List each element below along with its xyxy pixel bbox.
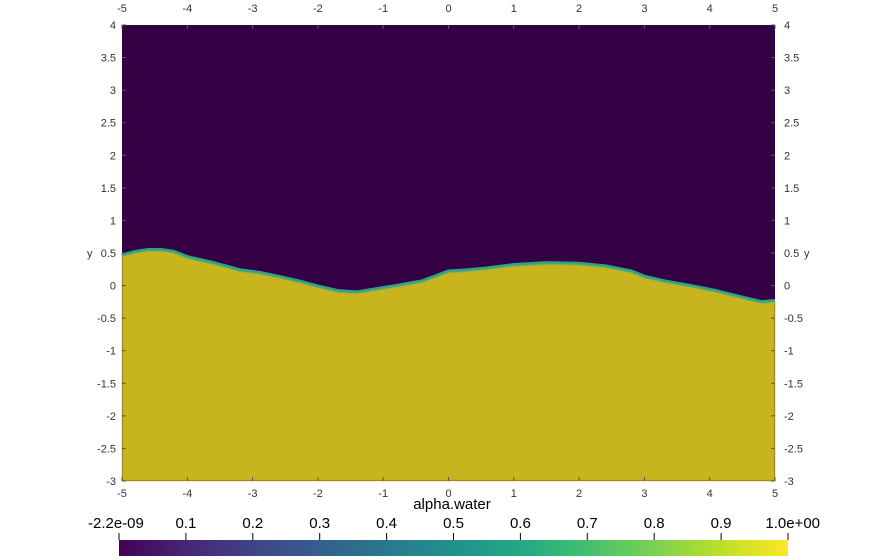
x-tick-label-bottom: -1 [378, 488, 388, 500]
y-tick-label-right: 3 [784, 85, 790, 97]
colorbar-label: 0.2 [242, 515, 263, 532]
x-tick-label-top: -4 [182, 3, 192, 15]
y-tick-label-left: -2.5 [97, 443, 116, 455]
y-tick-label-left: 2 [110, 150, 116, 162]
y-tick-label-right: 2 [784, 150, 790, 162]
colorbar-title: alpha.water [413, 496, 491, 513]
colorbar-labels: -2.2e-09 0.1 0.2 0.3 0.4 0.5 0.6 0.7 0.8 0.9 1.0e+… [88, 515, 820, 532]
x-tick-label-top: 4 [707, 3, 713, 15]
x-tick-label-bottom: -4 [182, 488, 192, 500]
y-tick-label-right: 1 [784, 215, 790, 227]
x-tick-label-top: -2 [313, 3, 323, 15]
field-layer [121, 25, 776, 481]
colorbar-label: 0.6 [510, 515, 531, 532]
x-tick-label-top: 2 [576, 3, 582, 15]
y-tick-label-right: 2.5 [784, 118, 799, 130]
y-tick-label-left: 0.5 [101, 248, 116, 260]
colorbar-gradient [119, 540, 788, 556]
water-region [122, 251, 775, 481]
y-tick-label-right: -2 [784, 411, 794, 423]
y-tick-label-right: 0 [784, 281, 790, 293]
y-tick-label-right: 0.5 [784, 248, 799, 260]
y-tick-label-right: 4 [784, 20, 790, 32]
y-tick-label-left: 2.5 [101, 118, 116, 130]
x-tick-label-bottom: -5 [117, 488, 127, 500]
y-tick-label-right: -0.5 [784, 313, 803, 325]
x-tick-label-top: -5 [117, 3, 127, 15]
x-tick-label-bottom: 0 [445, 488, 451, 500]
colorbar-label: 0.9 [711, 515, 732, 532]
x-tick-label-bottom: 3 [641, 488, 647, 500]
x-tick-label-bottom: -2 [313, 488, 323, 500]
colorbar-label: 0.7 [577, 515, 598, 532]
y-tick-label-left: -3 [106, 476, 116, 488]
y-tick-label-left: -1.5 [97, 378, 116, 390]
x-tick-label-top: 1 [511, 3, 517, 15]
x-tick-label-bottom: 4 [707, 488, 713, 500]
x-tick-label-top: 0 [445, 3, 451, 15]
y-tick-label-right: -1 [784, 346, 794, 358]
y-axis-title-right: y [804, 248, 810, 260]
colorbar-ticks [118, 533, 789, 540]
y-tick-label-right: -1.5 [784, 378, 803, 390]
x-tick-label-top: 5 [772, 3, 778, 15]
y-tick-label-left: 1.5 [101, 183, 116, 195]
x-tick-label-bottom: -3 [248, 488, 258, 500]
y-tick-label-right: -3 [784, 476, 794, 488]
y-tick-label-right: 3.5 [784, 53, 799, 65]
colorbar-label: 0.3 [309, 515, 330, 532]
colorbar-label: 1.0e+00 [765, 515, 820, 532]
colorbar-label: -2.2e-09 [88, 515, 144, 532]
y-tick-label-left: -1 [106, 346, 116, 358]
y-tick-label-left: -2 [106, 411, 116, 423]
colorbar-label: 0.8 [644, 515, 665, 532]
y-tick-label-left: 0 [110, 281, 116, 293]
colorbar-label: 0.1 [175, 515, 196, 532]
y-tick-label-left: 3.5 [101, 53, 116, 65]
x-tick-label-top: -3 [248, 3, 258, 15]
y-tick-label-left: -0.5 [97, 313, 116, 325]
y-tick-label-right: 1.5 [784, 183, 799, 195]
y-tick-label-right: -2.5 [784, 443, 803, 455]
x-tick-label-bottom: 1 [511, 488, 517, 500]
y-axis-title-left: y [87, 248, 93, 260]
x-tick-label-bottom: 2 [576, 488, 582, 500]
x-tick-label-bottom: 5 [772, 488, 778, 500]
colorbar: alpha.water -2.2e-09 0.1 0.2 0.3 0.4 0.5 0.6 0.… [88, 496, 820, 556]
y-tick-label-left: 3 [110, 85, 116, 97]
y-tick-label-left: 1 [110, 215, 116, 227]
colorbar-label: 0.4 [376, 515, 397, 532]
x-tick-label-top: -1 [378, 3, 388, 15]
y-tick-label-left: 4 [110, 20, 116, 32]
colorbar-label: 0.5 [443, 515, 464, 532]
x-tick-label-top: 3 [641, 3, 647, 15]
